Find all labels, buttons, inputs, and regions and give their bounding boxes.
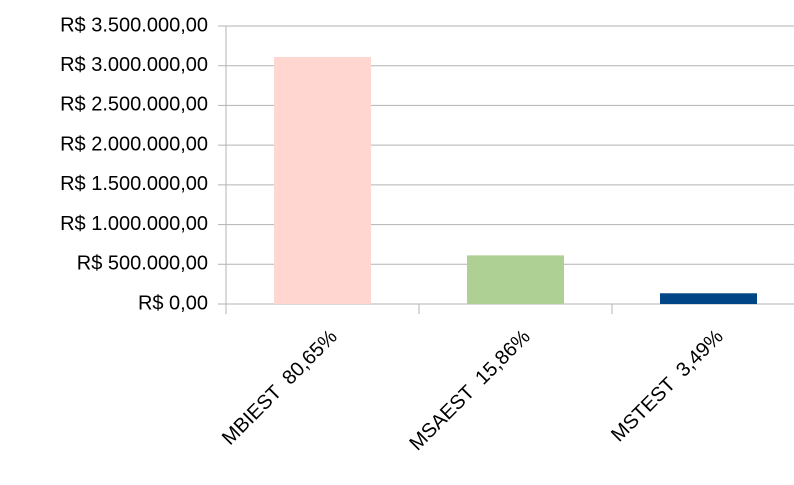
y-tick-label: R$ 3.500.000,00 (60, 14, 208, 36)
x-tick-label: MBIEST 80,65% (218, 326, 342, 450)
y-tick-label: R$ 2.000.000,00 (60, 133, 208, 155)
y-tick-label: R$ 500.000,00 (77, 253, 208, 275)
x-tick-label: MSAEST 15,86% (405, 326, 534, 455)
x-tick-label: MSTEST 3,49% (607, 326, 728, 447)
y-tick-label: R$ 2.500.000,00 (60, 94, 208, 116)
y-tick-label: R$ 1.000.000,00 (60, 213, 208, 235)
y-tick-label: R$ 0,00 (138, 292, 208, 314)
bar (274, 56, 371, 304)
y-tick-label: R$ 1.500.000,00 (60, 173, 208, 195)
y-tick-label: R$ 3.000.000,00 (60, 54, 208, 76)
bar (660, 293, 757, 304)
bar (467, 255, 564, 304)
